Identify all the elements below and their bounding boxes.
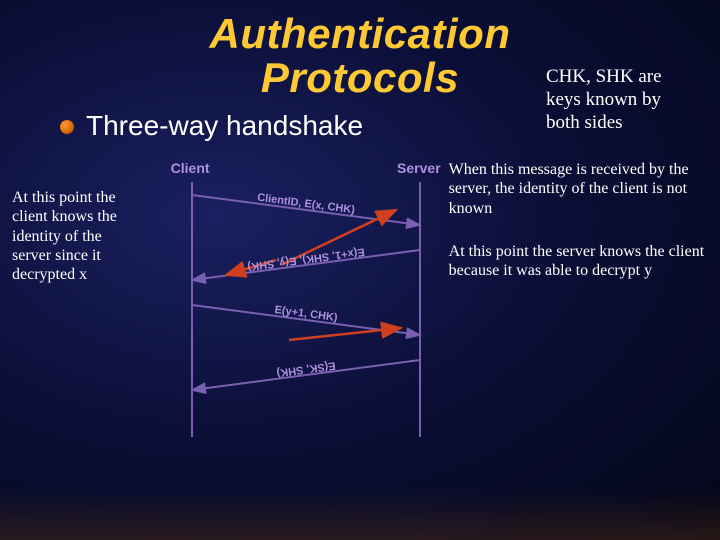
key-note: CHK, SHK are keys known by both sides	[546, 66, 696, 134]
bullet-icon	[60, 120, 74, 134]
subtitle: Three-way handshake	[86, 110, 363, 142]
right-para2: At this point the server knows the clien…	[449, 242, 708, 280]
pointer-arrow	[289, 328, 401, 340]
title-line2: Protocols	[261, 54, 459, 101]
title-line1: Authentication	[210, 10, 511, 57]
decorative-gradient	[0, 490, 720, 540]
right-para1: When this message is received by the ser…	[449, 160, 708, 218]
handshake-diagram: Client Server ClientID, E(x, CHK)E(x+1, …	[151, 160, 441, 460]
left-annotation: At this point the client knows the ident…	[12, 160, 143, 460]
right-annotations: When this message is received by the ser…	[449, 160, 708, 460]
content-area: At this point the client knows the ident…	[0, 160, 720, 460]
